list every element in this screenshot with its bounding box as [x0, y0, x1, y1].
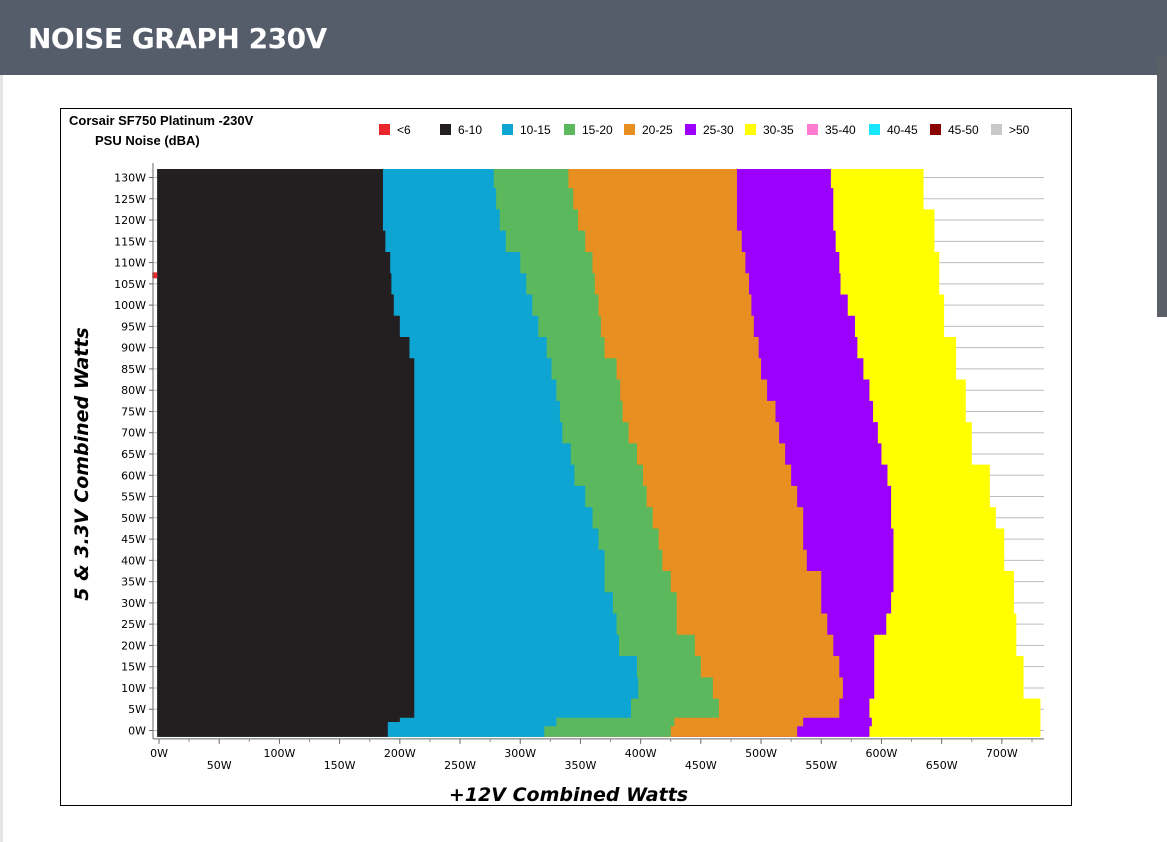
- y-tick-label: 115W: [114, 235, 146, 248]
- y-tick-label: 5W: [128, 703, 146, 716]
- y-tick-label: 30W: [121, 597, 146, 610]
- y-tick-label: 20W: [121, 639, 146, 652]
- legend-swatch: [869, 124, 880, 135]
- band-6-10: [157, 169, 415, 737]
- y-tick-label: 75W: [121, 405, 146, 418]
- legend-label: >50: [1009, 123, 1030, 137]
- x-tick-label: 0W: [150, 747, 168, 760]
- legend-label: <6: [397, 123, 411, 137]
- y-tick-label: 70W: [121, 427, 146, 440]
- y-tick-label: 45W: [121, 533, 146, 546]
- x-tick-label: 50W: [207, 759, 232, 772]
- legend-swatch: [379, 124, 390, 135]
- y-tick-label: 50W: [121, 512, 146, 525]
- y-tick-label: 100W: [114, 299, 146, 312]
- x-tick-label: 400W: [625, 747, 657, 760]
- x-tick-label: 250W: [444, 759, 476, 772]
- y-tick-label: 10W: [121, 682, 146, 695]
- legend-swatch: [564, 124, 575, 135]
- y-tick-label: 55W: [121, 491, 146, 504]
- y-tick-label: 35W: [121, 576, 146, 589]
- y-tick-label: 25W: [121, 618, 146, 631]
- x-tick-label: 100W: [263, 747, 295, 760]
- y-axis-title: 5 & 3.3V Combined Watts: [71, 327, 93, 601]
- legend-swatch: [991, 124, 1002, 135]
- legend-swatch: [502, 124, 513, 135]
- scrollbar-thumb[interactable]: [1157, 57, 1167, 317]
- x-tick-label: 650W: [926, 759, 958, 772]
- legend-swatch: [807, 124, 818, 135]
- y-tick-label: 110W: [114, 257, 146, 270]
- x-tick-label: 150W: [324, 759, 356, 772]
- legend-label: 40-45: [887, 123, 918, 137]
- x-tick-label: 600W: [866, 747, 898, 760]
- legend-swatch: [930, 124, 941, 135]
- legend-swatch: [624, 124, 635, 135]
- legend-label: 10-15: [520, 123, 551, 137]
- y-tick-label: 0W: [128, 724, 146, 737]
- y-tick-label: 95W: [121, 320, 146, 333]
- y-tick-label: 40W: [121, 554, 146, 567]
- legend-label: 20-25: [642, 123, 673, 137]
- y-tick-label: 60W: [121, 469, 146, 482]
- x-axis-title: +12V Combined Watts: [449, 784, 688, 805]
- chart-subtitle: PSU Noise (dBA): [95, 133, 200, 148]
- legend-swatch: [745, 124, 756, 135]
- y-tick-label: 15W: [121, 661, 146, 674]
- x-tick-label: 700W: [986, 747, 1018, 760]
- noise-chart-svg: Corsair SF750 Platinum -230V PSU Noise (d…: [69, 113, 1044, 805]
- noise-chart: Corsair SF750 Platinum -230V PSU Noise (d…: [60, 108, 1072, 806]
- x-tick-label: 200W: [384, 747, 416, 760]
- content-left-border: [0, 75, 3, 842]
- legend-label: 30-35: [763, 123, 794, 137]
- y-tick-label: 130W: [114, 172, 146, 185]
- chart-title: Corsair SF750 Platinum -230V: [69, 113, 254, 128]
- legend-label: 45-50: [948, 123, 979, 137]
- section-header: NOISE GRAPH 230V: [0, 0, 1167, 75]
- legend-label: 15-20: [582, 123, 613, 137]
- x-tick-label: 550W: [805, 759, 837, 772]
- section-heading: NOISE GRAPH 230V: [28, 22, 327, 55]
- y-tick-label: 65W: [121, 448, 146, 461]
- y-tick-label: 120W: [114, 214, 146, 227]
- y-tick-label: 80W: [121, 384, 146, 397]
- legend-swatch: [685, 124, 696, 135]
- y-tick-label: 105W: [114, 278, 146, 291]
- data-marker-lt6: [152, 272, 158, 279]
- legend-label: 35-40: [825, 123, 856, 137]
- x-tick-label: 300W: [504, 747, 536, 760]
- y-tick-label: 85W: [121, 363, 146, 376]
- x-tick-label: 500W: [745, 747, 777, 760]
- legend-swatch: [440, 124, 451, 135]
- y-tick-label: 90W: [121, 342, 146, 355]
- legend-label: 25-30: [703, 123, 734, 137]
- y-tick-label: 125W: [114, 193, 146, 206]
- x-tick-label: 450W: [685, 759, 717, 772]
- x-tick-label: 350W: [565, 759, 597, 772]
- legend-label: 6-10: [458, 123, 482, 137]
